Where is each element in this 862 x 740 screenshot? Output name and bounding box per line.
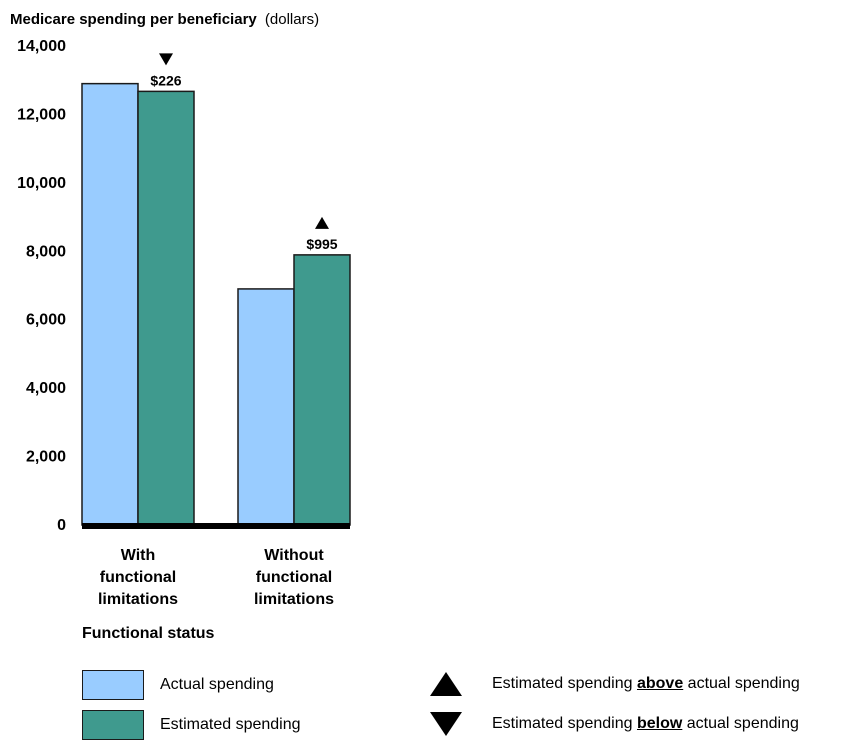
legend-item-actual: Actual spending (82, 670, 274, 700)
bars (81, 82, 351, 529)
triangle-down-icon (159, 53, 173, 66)
x-axis-title: Functional status (82, 625, 215, 642)
x-axis-baseline (82, 523, 350, 529)
bar (293, 254, 351, 526)
legend-swatch-estimated (82, 710, 144, 740)
x-tick-label: With functional limitations (98, 547, 178, 608)
x-tick-label: Without functional limitations (254, 547, 334, 608)
data-label: $226 (150, 72, 181, 88)
triangle-up-icon (315, 216, 329, 229)
annotations: $226 $995 (150, 53, 338, 252)
triangle-down-icon (430, 712, 462, 736)
y-tick-label: 14,000 (17, 38, 66, 55)
y-axis: 0 2,000 4,000 6,000 8,000 10,000 12,000 14,000 (17, 38, 66, 534)
y-tick-label: 12,000 (17, 106, 66, 123)
y-tick-label: 8,000 (26, 243, 66, 260)
x-axis: With functional limitations Without function… (98, 547, 334, 608)
chart-title: Medicare spending per beneficiary (dolla… (10, 11, 319, 28)
y-tick-label: 6,000 (26, 312, 66, 329)
legend-label-below: Estimated spending below actual spending (492, 715, 799, 732)
y-tick-label: 10,000 (17, 175, 66, 192)
legend-swatch-actual (82, 670, 144, 700)
y-tick-label: 2,000 (26, 449, 66, 466)
bar (81, 82, 139, 526)
legend-item-estimated: Estimated spending (82, 710, 301, 740)
bar (137, 90, 195, 526)
chart-title-unit: (dollars) (265, 11, 319, 28)
legend-label-estimated: Estimated spending (160, 716, 301, 733)
chart-title-main: Medicare spending per beneficiary (10, 11, 257, 28)
y-tick-label: 4,000 (26, 380, 66, 397)
triangle-up-icon (430, 672, 462, 696)
legend-label-above: Estimated spending above actual spending (492, 675, 800, 692)
y-tick-label: 0 (57, 517, 66, 534)
chart: Medicare spending per beneficiary (dolla… (10, 11, 351, 642)
legend-item-below: Estimated spending below actual spending (430, 712, 799, 736)
bar (237, 288, 295, 526)
data-label: $995 (306, 236, 337, 252)
legend-label-actual: Actual spending (160, 676, 274, 693)
legend-item-above: Estimated spending above actual spending (430, 672, 800, 696)
